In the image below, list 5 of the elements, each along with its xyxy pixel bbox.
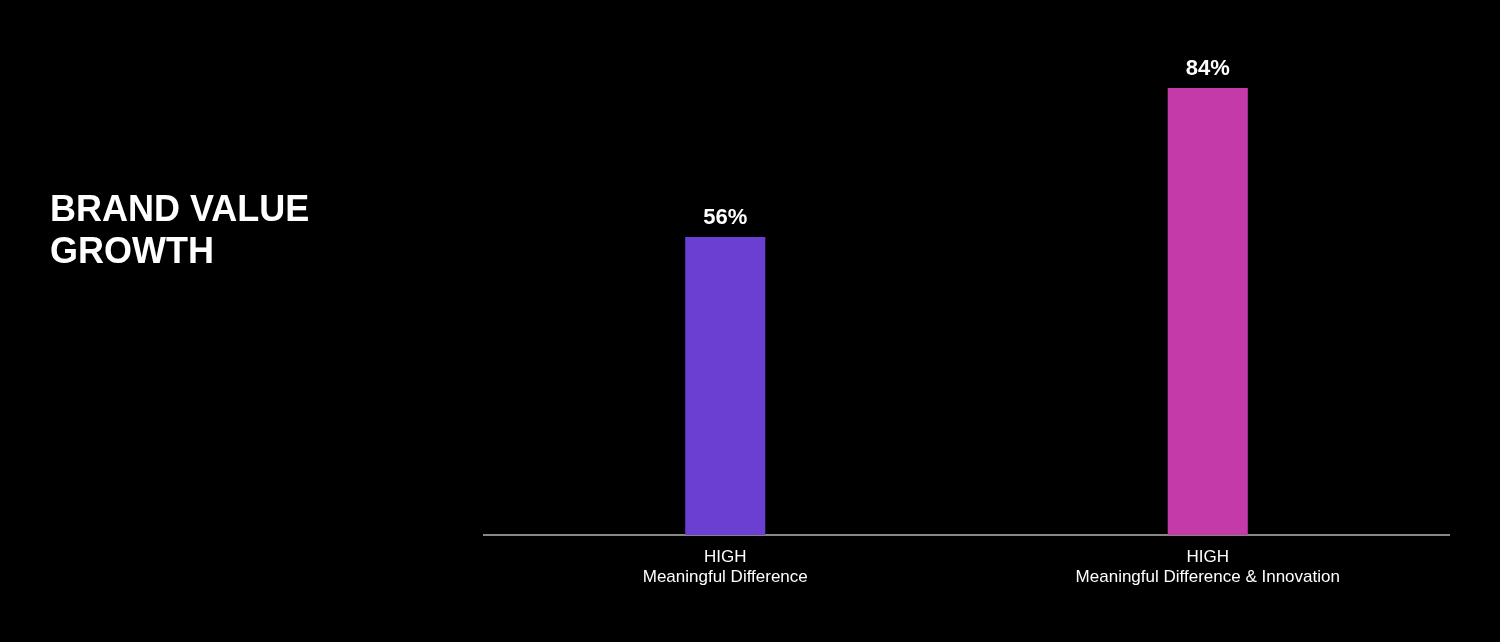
data-label: 84% [1185, 55, 1230, 81]
text: BRAND VALUE GROWTH [50, 188, 311, 272]
x-tick-label: HIGH Meaningful Difference & Innovation [1075, 547, 1340, 587]
data-label: 56% [703, 204, 748, 230]
x-tick-label: HIGH Meaningful Difference [642, 547, 808, 587]
